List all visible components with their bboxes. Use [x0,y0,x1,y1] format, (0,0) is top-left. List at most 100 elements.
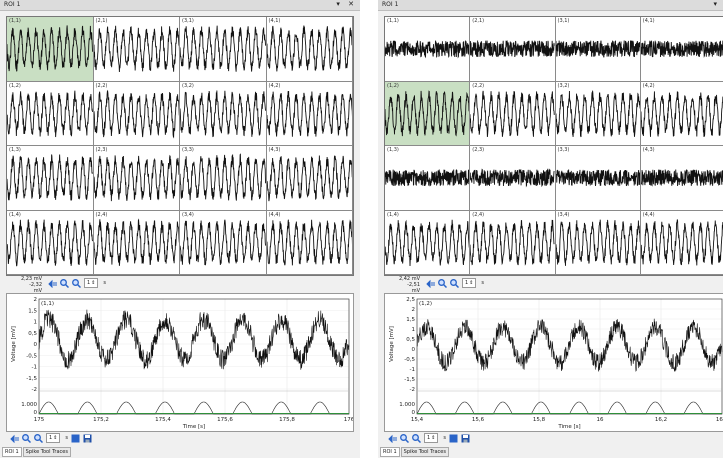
channel-cell[interactable]: (4,1) [640,17,723,82]
channel-trace [385,211,469,275]
save-icon[interactable] [461,434,470,443]
channel-grid: (1,1) (2,1) (3,1) (4,1) (1,2) (2,2) (3,2) (4,2)… [6,16,354,276]
tab-spike-tool-traces[interactable]: Spike Tool Traces [400,447,449,457]
channel-label: (4,2) [642,82,655,89]
amplitude-scale-icon[interactable] [48,279,57,288]
channel-cell[interactable]: (1,4) [385,210,471,275]
channel-cell[interactable]: (3,3) [180,146,267,211]
trace-line [180,26,266,72]
amplitude-scale-icon[interactable] [388,434,397,443]
panel-title: ROI 1 [382,1,399,8]
channel-cell[interactable]: (4,4) [266,210,353,275]
x-tick-label: 175,2 [93,417,109,423]
channel-cell[interactable]: (3,4) [555,210,641,275]
zoom-in-icon[interactable] [22,433,32,443]
channel-cell[interactable]: (2,4) [470,210,556,275]
dropdown-icon[interactable]: ▾ [713,0,717,8]
channel-cell[interactable]: (2,3) [470,146,556,211]
trace-line [556,41,640,57]
tab-roi-1[interactable]: ROI 1 [380,447,400,457]
panel-title: ROI 1 [4,1,21,8]
channel-cell[interactable]: (3,3) [555,146,641,211]
y-axis-label: Voltage [mV] [11,326,17,362]
detail-channel-label: (1,1) [41,301,54,307]
trace-line [180,219,266,265]
channel-cell[interactable]: (1,2) [7,81,94,146]
channel-cell[interactable]: (1,4) [7,210,94,275]
channel-cell[interactable]: (4,2) [266,81,353,146]
spin-arrows-icon[interactable]: ⇕ [469,280,474,286]
channel-cell[interactable]: (3,1) [555,17,641,82]
display-mode-icon[interactable] [71,434,80,443]
channel-trace [7,211,93,275]
x-tick-label: 15,6 [472,417,485,423]
channel-cell[interactable]: (3,2) [180,81,267,146]
dropdown-icon[interactable]: ▾ [336,0,340,8]
channel-label: (2,4) [95,211,108,218]
channel-cell[interactable]: (3,1) [180,17,267,82]
zoom-out-icon[interactable] [412,433,422,443]
channel-cell[interactable]: (2,3) [93,146,180,211]
channel-trace [180,82,266,146]
channel-cell[interactable]: (2,2) [93,81,180,146]
spin-arrows-icon[interactable]: ⇕ [53,435,58,441]
channel-cell[interactable]: (1,1) [385,17,471,82]
trace-line [94,219,180,266]
close-icon[interactable]: ✕ [348,0,354,8]
channel-cell[interactable]: (4,1) [266,17,353,82]
x-axis-label: Time [s] [182,424,205,430]
channel-cell[interactable]: (2,1) [93,17,180,82]
channel-cell[interactable]: (4,3) [640,146,723,211]
channel-cell[interactable]: (1,1) [7,17,94,82]
detail-window-input[interactable]: 1 ⇕ [424,433,439,443]
channel-cell[interactable]: (1,2) [385,81,471,146]
y-tick-label: 0,5 [28,331,37,337]
channel-cell[interactable]: (3,2) [555,81,641,146]
spin-arrows-icon[interactable]: ⇕ [91,280,96,286]
channel-cell[interactable]: (1,3) [385,146,471,211]
x-tick-label: 15,4 [411,417,424,423]
zoom-in-icon[interactable] [400,433,410,443]
display-mode-icon[interactable] [449,434,458,443]
time-window-input[interactable]: 1 ⇕ [84,278,99,288]
y-tick-label: -1,5 [404,377,415,383]
tab-roi-1[interactable]: ROI 1 [2,447,22,457]
zoom-in-icon[interactable] [438,278,448,288]
y-tick-label: 1 [34,320,38,326]
trace-line [385,90,469,135]
zoom-out-icon[interactable] [34,433,44,443]
panel-titlebar: ROI 1 ▾ [378,0,723,11]
voltage-trace [416,318,723,372]
channel-label: (2,3) [472,147,485,153]
save-icon[interactable] [83,434,92,443]
channel-trace [267,211,353,275]
channel-cell[interactable]: (1,3) [7,146,94,211]
channel-trace [556,146,640,210]
spin-arrows-icon[interactable]: ⇕ [431,435,436,441]
trace-line [556,170,640,186]
time-window-value: 1 [465,280,469,286]
trace-line [470,41,554,57]
amplitude-scale-icon[interactable] [10,434,19,443]
channel-cell[interactable]: (2,2) [470,81,556,146]
panel-tabs: ROI 1 Spike Tool Traces [380,447,450,457]
zoom-out-icon[interactable] [450,278,460,288]
trace-line [267,91,353,137]
channel-cell[interactable]: (2,1) [470,17,556,82]
tab-spike-tool-traces[interactable]: Spike Tool Traces [22,447,71,457]
channel-cell[interactable]: (3,4) [180,210,267,275]
channel-cell[interactable]: (2,4) [93,210,180,275]
zoom-out-icon[interactable] [72,278,82,288]
channel-trace [385,82,469,146]
channel-trace [641,17,723,81]
detail-window-input[interactable]: 1 ⇕ [46,433,61,443]
channel-label: (3,1) [182,18,194,24]
channel-cell[interactable]: (4,3) [266,146,353,211]
channel-cell[interactable]: (4,2) [640,81,723,146]
channel-cell[interactable]: (4,4) [640,210,723,275]
amplitude-scale-icon[interactable] [426,279,435,288]
scale-top: 2,23 mV [20,276,42,282]
time-window-input[interactable]: 1 ⇕ [462,278,477,288]
zoom-in-icon[interactable] [60,278,70,288]
channel-label: (2,1) [472,18,485,24]
